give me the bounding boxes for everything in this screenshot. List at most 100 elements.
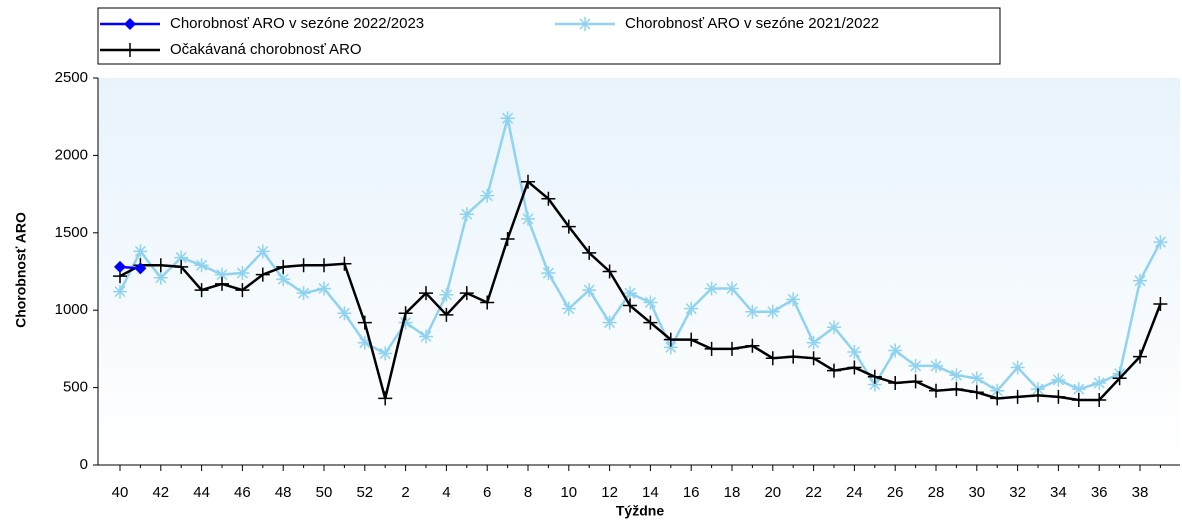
- y-tick-label: 1000: [55, 301, 88, 318]
- marker-shape: [806, 351, 821, 366]
- marker-shape: [123, 43, 137, 57]
- marker: [806, 351, 821, 366]
- legend-box: [97, 7, 1001, 65]
- marker-shape: [949, 368, 964, 383]
- x-tick-label: 16: [683, 484, 700, 501]
- x-tick-label: 20: [764, 484, 781, 501]
- x-tick-label: 50: [316, 484, 333, 501]
- marker-shape: [419, 286, 433, 301]
- marker: [847, 344, 862, 359]
- marker-shape: [521, 211, 535, 226]
- marker: [1031, 388, 1045, 403]
- marker-shape: [541, 266, 556, 281]
- marker-shape: [786, 349, 801, 364]
- marker-shape: [561, 301, 576, 316]
- marker-shape: [888, 375, 903, 390]
- marker-shape: [337, 306, 352, 321]
- marker: [235, 283, 250, 298]
- marker-shape: [949, 382, 964, 397]
- marker-shape: [134, 262, 147, 275]
- marker-shape: [827, 320, 841, 335]
- marker: [949, 368, 964, 383]
- marker-shape: [398, 306, 413, 321]
- marker-shape: [561, 219, 576, 234]
- marker: [908, 358, 923, 373]
- x-tick-label: 2: [401, 484, 409, 501]
- marker: [317, 281, 331, 296]
- marker-shape: [439, 307, 454, 322]
- marker-shape: [765, 304, 780, 319]
- marker-shape: [867, 369, 882, 384]
- marker-shape: [215, 267, 229, 282]
- marker-shape: [1153, 235, 1168, 250]
- marker-shape: [194, 258, 209, 273]
- marker: [561, 219, 576, 234]
- marker-shape: [1133, 349, 1147, 364]
- marker: [153, 258, 168, 273]
- marker: [1071, 382, 1086, 397]
- marker-shape: [929, 383, 943, 398]
- x-tick-label: 4: [442, 484, 450, 501]
- marker-shape: [1031, 388, 1045, 403]
- marker: [725, 341, 739, 356]
- marker: [1051, 389, 1066, 404]
- y-tick-label: 2500: [55, 69, 88, 86]
- marker: [888, 375, 903, 390]
- marker: [337, 256, 352, 271]
- marker-shape: [296, 258, 311, 273]
- marker-shape: [357, 315, 372, 330]
- marker: [969, 371, 984, 386]
- x-tick-label: 30: [968, 484, 985, 501]
- marker: [480, 295, 495, 310]
- marker: [357, 315, 372, 330]
- marker: [827, 320, 841, 335]
- marker-shape: [174, 250, 189, 265]
- marker-shape: [541, 191, 556, 206]
- x-tick-label: 28: [928, 484, 945, 501]
- marker: [990, 391, 1005, 406]
- marker: [439, 307, 454, 322]
- marker-shape: [990, 391, 1005, 406]
- marker-shape: [255, 267, 270, 282]
- y-tick-label: 0: [80, 456, 88, 473]
- marker: [113, 284, 127, 299]
- marker: [1092, 375, 1107, 390]
- marker: [827, 363, 841, 378]
- marker: [1051, 372, 1066, 387]
- y-tick-label: 2000: [55, 146, 88, 163]
- marker: [888, 343, 903, 358]
- marker-shape: [847, 344, 862, 359]
- marker-shape: [439, 287, 454, 302]
- marker: [174, 250, 189, 265]
- marker-shape: [1092, 392, 1107, 407]
- marker-shape: [1133, 273, 1147, 288]
- marker: [235, 266, 250, 281]
- y-axis-label: Chorobnosť ARO: [13, 212, 29, 328]
- marker: [521, 174, 535, 189]
- marker-shape: [623, 298, 637, 313]
- marker: [255, 267, 270, 282]
- marker: [623, 298, 637, 313]
- marker-shape: [357, 335, 372, 350]
- marker-shape: [276, 259, 291, 274]
- marker-shape: [235, 283, 250, 298]
- marker: [276, 272, 291, 287]
- x-tick-label: 36: [1091, 484, 1108, 501]
- marker: [908, 374, 923, 389]
- marker-shape: [908, 374, 923, 389]
- marker-shape: [725, 281, 739, 296]
- marker: [439, 287, 454, 302]
- marker: [990, 383, 1005, 398]
- marker-shape: [1071, 392, 1086, 407]
- marker-shape: [663, 332, 678, 347]
- marker-shape: [725, 341, 739, 356]
- marker: [867, 369, 882, 384]
- marker-shape: [684, 301, 699, 316]
- marker-shape: [1153, 297, 1168, 312]
- marker-shape: [867, 377, 882, 392]
- marker: [561, 301, 576, 316]
- marker: [194, 283, 209, 298]
- marker: [582, 245, 597, 260]
- marker-shape: [745, 304, 760, 319]
